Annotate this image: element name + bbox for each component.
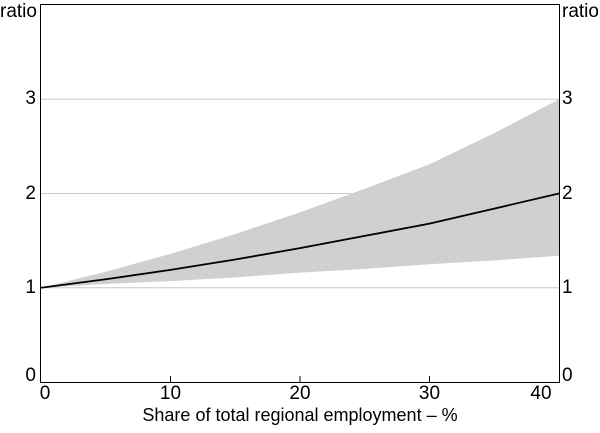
x-tick-label-10: 10	[159, 383, 182, 404]
y-tick-label-right-1: 1	[562, 276, 573, 298]
y-tick-label-left-2: 2	[25, 182, 36, 204]
estimate-line	[41, 192, 559, 289]
plot-area	[40, 4, 560, 383]
x-axis-title: Share of total regional employment – %	[142, 405, 458, 425]
x-tick-label-20: 20	[289, 383, 311, 404]
y-tick-label-left-3: 3	[25, 88, 36, 110]
y-tick-label-right-0: 0	[562, 365, 573, 386]
x-tick-label-0: 0	[39, 383, 51, 404]
x-tick-label-30: 30	[418, 383, 441, 404]
x-tick-label-40: 40	[530, 383, 552, 404]
right-axis-unit-label: ratio	[562, 1, 599, 22]
confidence-band	[41, 99, 559, 288]
y-tick-label-right-3: 3	[562, 88, 573, 110]
y-tick-label-right-2: 2	[562, 182, 573, 204]
y-tick-label-left-1: 1	[25, 276, 36, 298]
plot-canvas	[41, 98, 559, 382]
y-tick-label-left-0: 0	[25, 365, 36, 386]
left-axis-unit-label: ratio	[0, 1, 37, 22]
